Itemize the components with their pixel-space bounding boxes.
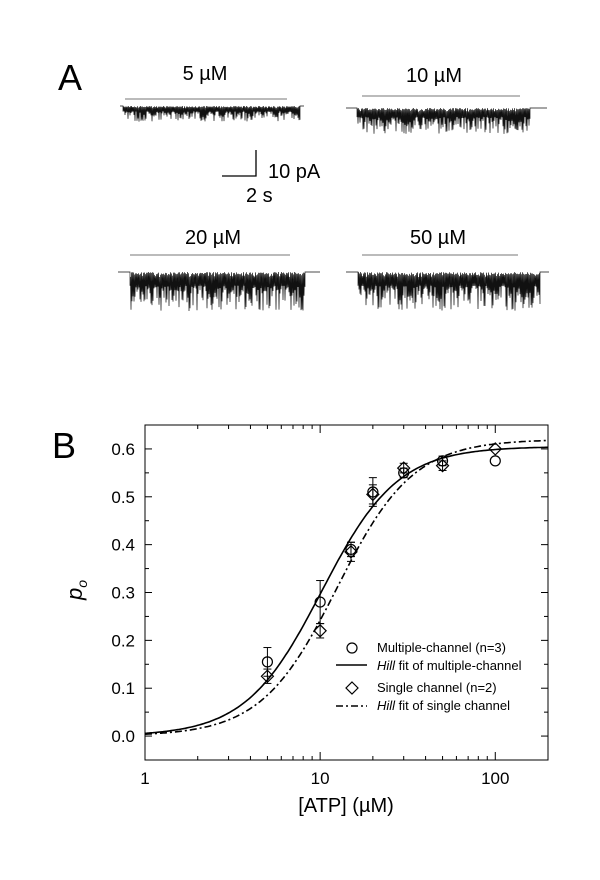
- trace-group-10uM: 10 µM: [346, 65, 547, 134]
- legend-hill-italic-1: Hill: [377, 658, 396, 673]
- y-axis-label-subscript: o: [74, 580, 90, 588]
- legend-text-multiple-channel: Multiple-channel (n=3): [377, 640, 506, 655]
- legend-hill-rest-1: fit of multiple-channel: [395, 658, 522, 673]
- concentration-label-50uM: 50 µM: [410, 227, 466, 249]
- y-axis-label-main: p: [62, 588, 87, 601]
- y-tick-label: 0.0: [111, 727, 135, 746]
- hill-fit-multiple-channel: [144, 446, 548, 735]
- diamond-marker: [344, 544, 358, 559]
- panel-b-dose-response: B 0.0 0.1 0.2 0.3 0.4 0.5 0.6 1 10 100 po [ATP] (…: [52, 424, 549, 817]
- legend-circle-marker: [346, 642, 358, 654]
- diamond-marker: [260, 669, 275, 684]
- y-tick-label: 0.2: [111, 631, 135, 650]
- y-tick-label: 0.4: [111, 536, 135, 555]
- hill-fit-single-channel: [144, 439, 549, 735]
- legend-text-single-channel: Single channel (n=2): [377, 680, 497, 695]
- concentration-label-10uM: 10 µM: [406, 65, 462, 87]
- legend-text-hill-single: Hill fit of single channel: [377, 698, 510, 713]
- scale-bar: 10 pA 2 s: [222, 150, 321, 207]
- x-tick-label: 10: [311, 769, 330, 788]
- x-tick-label: 1: [140, 769, 149, 788]
- y-tick-label: 0.1: [111, 679, 135, 698]
- circle-marker: [314, 596, 326, 608]
- circle-marker: [261, 656, 274, 668]
- y-tick-label: 0.3: [111, 584, 135, 603]
- current-trace-20uM: [118, 271, 320, 312]
- current-trace-5uM: [120, 105, 304, 122]
- panel-b-label: B: [52, 425, 76, 466]
- diamond-marker: [366, 487, 380, 502]
- scale-bar-time-label: 2 s: [246, 185, 273, 207]
- legend-hill-italic-2: Hill: [377, 698, 396, 713]
- circle-marker: [489, 455, 501, 467]
- legend-text-hill-multiple: Hill fit of multiple-channel: [377, 658, 522, 673]
- hill-fit-curves: [144, 439, 549, 735]
- current-trace-10uM: [346, 107, 547, 134]
- panel-a-label: A: [58, 57, 82, 98]
- scale-bar-lines: [222, 150, 257, 177]
- y-tick-label: 0.5: [111, 488, 135, 507]
- trace-group-5uM: 5 µM: [120, 63, 304, 122]
- diamond-marker: [396, 461, 411, 475]
- x-tick-label: 100: [481, 769, 509, 788]
- axis-ticks: 0.0 0.1 0.2 0.3 0.4 0.5 0.6 1 10 100: [111, 425, 549, 788]
- concentration-label-20uM: 20 µM: [185, 227, 241, 249]
- data-markers: [260, 442, 503, 684]
- legend-diamond-marker: [345, 681, 359, 695]
- diamond-marker: [435, 458, 450, 473]
- panel-a-current-traces: A 5 µM 10 µM 10 pA 2 s 20 µM 50 µM: [58, 57, 549, 312]
- trace-group-20uM: 20 µM: [118, 227, 320, 312]
- legend: Multiple-channel (n=3) Hill fit of multi…: [336, 640, 522, 713]
- x-axis-label: [ATP] (µM): [298, 795, 394, 817]
- diamond-marker: [313, 623, 327, 638]
- legend-hill-rest-2: fit of single channel: [395, 698, 510, 713]
- diamond-marker: [488, 442, 503, 456]
- y-tick-label: 0.6: [111, 440, 135, 459]
- current-trace-50uM: [346, 271, 549, 311]
- trace-group-50uM: 50 µM: [346, 227, 549, 311]
- scale-bar-current-label: 10 pA: [268, 161, 321, 183]
- concentration-label-5uM: 5 µM: [183, 63, 228, 85]
- y-axis-label: po: [62, 580, 90, 601]
